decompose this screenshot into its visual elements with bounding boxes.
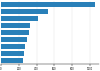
- Bar: [1, 37, 27, 42]
- Bar: [1, 16, 38, 21]
- Bar: [1, 44, 25, 49]
- Bar: [1, 23, 30, 28]
- Bar: [1, 51, 24, 56]
- Bar: [1, 58, 23, 63]
- Bar: [1, 30, 29, 35]
- Bar: [1, 9, 48, 14]
- Bar: [1, 2, 94, 7]
